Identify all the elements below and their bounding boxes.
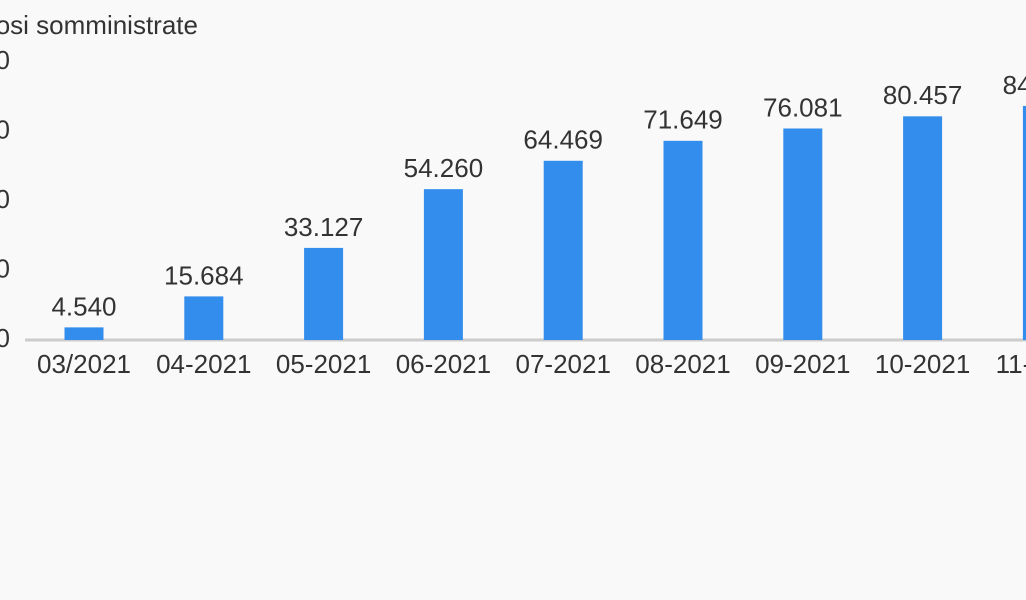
value-label: 4.540 xyxy=(51,291,116,321)
value-label: 71.649 xyxy=(643,105,723,135)
bar xyxy=(184,296,224,340)
bar xyxy=(903,116,943,341)
x-tick-label: 07-2021 xyxy=(515,349,610,379)
value-label: 33.127 xyxy=(284,212,364,242)
y-tick-label: 75.000 xyxy=(0,114,10,144)
x-tick-label: 06-2021 xyxy=(396,349,491,379)
x-tick-label: 03/2021 xyxy=(37,349,131,379)
bar xyxy=(783,128,823,340)
x-tick-label: 10-2021 xyxy=(875,349,970,379)
y-tick-label: 25.000 xyxy=(0,253,10,283)
value-label: 54.260 xyxy=(404,153,484,183)
value-label: 64.469 xyxy=(523,125,603,155)
bar xyxy=(304,247,344,340)
value-label: 15.684 xyxy=(164,260,244,290)
bar xyxy=(64,327,104,340)
value-label: 80.457 xyxy=(883,80,963,110)
bar xyxy=(423,189,463,340)
x-tick-label: 08-2021 xyxy=(635,349,730,379)
chart-title: Dosi somministrate xyxy=(0,10,198,40)
bar xyxy=(543,160,583,340)
value-label: 76.081 xyxy=(763,92,843,122)
y-tick-label: 50.000 xyxy=(0,184,10,214)
bar xyxy=(663,140,703,340)
x-tick-label: 11-2021 xyxy=(996,349,1026,379)
value-label: 84.200 xyxy=(1003,70,1026,100)
x-tick-label: 04-2021 xyxy=(156,349,251,379)
y-tick-label: 100.000 xyxy=(0,45,10,75)
y-tick-label: 0 xyxy=(0,323,10,353)
x-tick-label: 09-2021 xyxy=(755,349,850,379)
bar xyxy=(1022,105,1026,340)
x-tick-label: 05-2021 xyxy=(276,349,371,379)
